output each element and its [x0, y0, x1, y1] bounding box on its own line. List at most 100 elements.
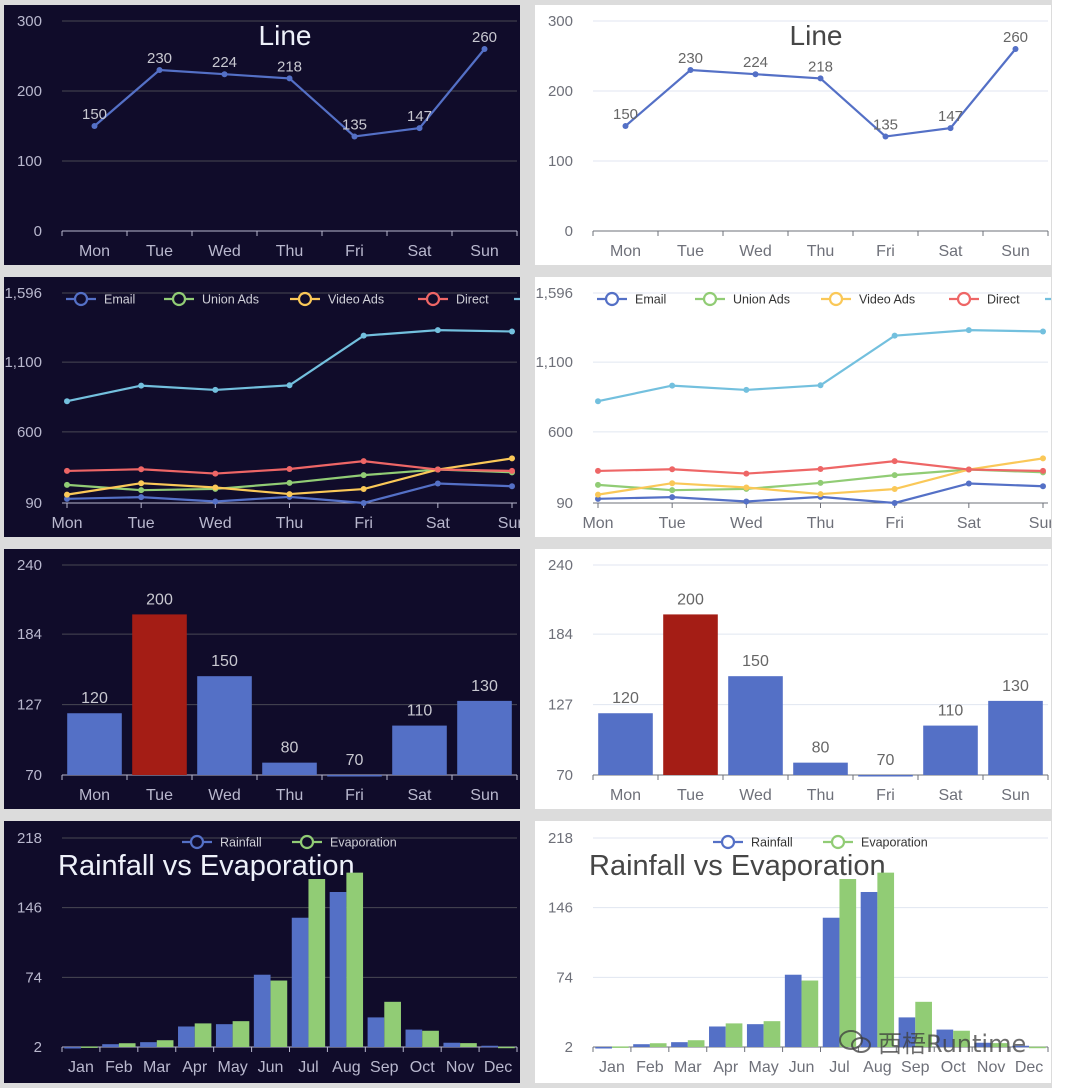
- x-tick-label: Jun: [789, 1059, 815, 1076]
- legend-label: Evaporation: [861, 836, 928, 850]
- bar: [923, 725, 978, 775]
- x-tick-label: Mon: [79, 787, 110, 804]
- data-point: [743, 470, 750, 477]
- y-tick-label: 2: [34, 1039, 42, 1056]
- data-point: [286, 75, 293, 82]
- x-tick-label: Sat: [407, 243, 432, 260]
- series-line-5: [597, 328, 1044, 403]
- y-tick-label: 146: [548, 900, 573, 917]
- x-tick-label: Oct: [941, 1059, 966, 1076]
- data-point: [891, 472, 898, 479]
- bar: [327, 775, 382, 777]
- y-tick-label: 2: [565, 1039, 573, 1056]
- data-point: [1040, 467, 1046, 474]
- data-point: [669, 494, 676, 501]
- bar: [858, 775, 913, 777]
- x-tick-label: Nov: [446, 1059, 474, 1076]
- data-point: [360, 486, 367, 493]
- legend-item-rainfall[interactable]: Rainfall: [182, 834, 262, 850]
- data-point: [817, 479, 824, 486]
- bar-evaporation: [498, 1046, 515, 1049]
- data-point: [91, 123, 98, 129]
- bar-evaporation: [422, 1030, 439, 1047]
- data-point: [509, 455, 515, 462]
- y-tick-label: 300: [548, 13, 573, 30]
- bar-evaporation: [118, 1043, 136, 1047]
- chart-svg: 70 127 184 240 Mon Tue Wed Thu Fri Sat Sun 120 200 15…: [548, 557, 1049, 804]
- bar: [793, 762, 848, 775]
- legend-label: Union Ads: [733, 293, 790, 307]
- data-point: [817, 75, 824, 82]
- chart-panel-4-light: 2 74 146 218 Jan Feb Mar Apr May Jun Jul Aug Sep Oct N…: [535, 821, 1051, 1083]
- legend-item-union-ads[interactable]: Union Ads: [164, 291, 259, 307]
- data-label: 200: [677, 591, 704, 608]
- bar-evaporation: [915, 1001, 932, 1047]
- x-tick-label: Mon: [582, 515, 613, 532]
- x-tick-label: Sun: [470, 243, 498, 260]
- chart-svg: 0 100 200 300 Mon Tue Wed Thu Fri Sat Sun Line 150 23…: [548, 13, 1049, 260]
- bar-evaporation: [763, 1021, 781, 1047]
- bar: [728, 676, 783, 775]
- legend-item-direct[interactable]: Direct: [949, 291, 1020, 307]
- data-point: [360, 472, 367, 479]
- legend-item-email[interactable]: Email: [597, 291, 666, 307]
- bar-evaporation: [308, 879, 326, 1047]
- x-tick-label: Tue: [146, 787, 173, 804]
- bar: [392, 725, 447, 775]
- bar-rainfall: [140, 1042, 157, 1047]
- chart-panel-1-dark: 0 100 200 300 Mon Tue Wed Thu Fri Sat Sun Line 150 23…: [4, 5, 520, 265]
- data-label: 110: [407, 703, 433, 720]
- x-tick-label: Fri: [876, 787, 895, 804]
- bar-evaporation: [953, 1030, 970, 1047]
- bar-evaporation: [80, 1046, 98, 1048]
- legend-circle-icon: [189, 834, 205, 850]
- data-point: [212, 498, 219, 505]
- x-tick-label: Apr: [713, 1059, 739, 1076]
- data-label: 80: [281, 740, 299, 757]
- bar: [598, 713, 653, 775]
- bar: [663, 614, 718, 775]
- bar-rainfall: [367, 1017, 385, 1047]
- data-point: [891, 458, 898, 465]
- legend-item-evaporation[interactable]: Evaporation: [823, 834, 928, 850]
- legend-item-email[interactable]: Email: [66, 291, 135, 307]
- legend-item-evaporation[interactable]: Evaporation: [292, 834, 397, 850]
- chart-panel-3-dark: 70 127 184 240 Mon Tue Wed Thu Fri Sat Sun 120 200 15…: [4, 549, 520, 809]
- data-label: 70: [877, 752, 895, 769]
- x-tick-label: May: [218, 1059, 248, 1076]
- data-label: 80: [812, 740, 830, 757]
- bar-rainfall: [936, 1029, 954, 1047]
- legend-item-video-ads[interactable]: Video Ads: [290, 291, 384, 307]
- y-tick-label: 100: [548, 153, 573, 170]
- bar-evaporation: [877, 872, 895, 1047]
- chart-svg: 2 74 146 218 Jan Feb Mar Apr May Jun Jul Aug Sep Oct N…: [17, 830, 518, 1076]
- bar: [262, 762, 317, 775]
- x-tick-label: Sun: [1029, 515, 1051, 532]
- bar-rainfall: [443, 1042, 461, 1047]
- legend-item-video-ads[interactable]: Video Ads: [821, 291, 915, 307]
- data-point: [286, 491, 293, 498]
- legend-label: Rainfall: [220, 836, 262, 850]
- bar-rainfall: [633, 1044, 650, 1047]
- y-tick-label: 146: [17, 900, 42, 917]
- data-point: [947, 125, 954, 132]
- y-tick-label: 70: [556, 767, 573, 784]
- x-tick-label: Aug: [863, 1059, 891, 1076]
- data-point: [509, 467, 515, 474]
- x-tick-label: Mon: [51, 515, 82, 532]
- x-tick-label: Mar: [143, 1059, 171, 1076]
- data-point: [965, 480, 972, 487]
- legend-item-rainfall[interactable]: Rainfall: [713, 834, 793, 850]
- x-tick-label: Wed: [739, 243, 772, 260]
- bar-evaporation: [649, 1043, 667, 1047]
- data-label: 218: [277, 58, 302, 75]
- legend-item-union-ads[interactable]: Union Ads: [695, 291, 790, 307]
- data-point: [64, 398, 70, 405]
- bar-rainfall: [1012, 1045, 1030, 1048]
- bar-evaporation: [156, 1040, 174, 1047]
- bar-evaporation: [346, 872, 364, 1047]
- legend-item-direct[interactable]: Direct: [418, 291, 489, 307]
- y-tick-label: 74: [556, 969, 573, 986]
- data-label: 150: [211, 653, 238, 670]
- bar-evaporation: [687, 1040, 705, 1047]
